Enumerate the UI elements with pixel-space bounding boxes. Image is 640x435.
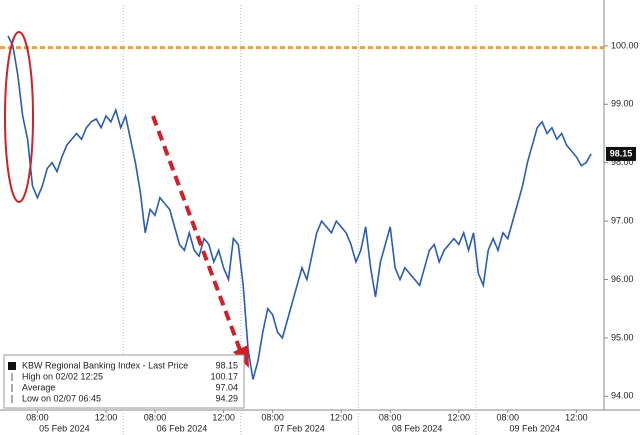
x-group-label: 07 Feb 2024 (274, 423, 325, 433)
x-tick-label: 12:00 (95, 412, 118, 422)
legend-value: 100.17 (210, 371, 238, 381)
x-tick-label: 08:00 (26, 412, 49, 422)
x-group-label: 08 Feb 2024 (392, 423, 443, 433)
legend-value: 94.29 (215, 393, 238, 403)
x-group-label: 09 Feb 2024 (509, 423, 560, 433)
legend-swatch (8, 362, 16, 370)
y-tick-label: 98.00 (611, 157, 634, 167)
y-tick-label: 97.00 (611, 215, 634, 225)
price-line (7, 35, 592, 380)
x-tick-label: 12:00 (565, 412, 588, 422)
y-tick-label: 95.00 (611, 332, 634, 342)
y-tick-label: 94.00 (611, 391, 634, 401)
x-group-label: 06 Feb 2024 (157, 423, 208, 433)
legend-value: 97.04 (215, 382, 238, 392)
x-tick-label: 08:00 (144, 412, 167, 422)
last-price-label: 98.15 (610, 148, 633, 158)
legend-label: Low on 02/07 06:45 (22, 393, 101, 403)
x-tick-label: 08:00 (497, 412, 520, 422)
x-tick-label: 12:00 (330, 412, 353, 422)
annotation-arrow (151, 115, 242, 351)
x-tick-label: 08:00 (379, 412, 402, 422)
y-tick-label: 96.00 (611, 274, 634, 284)
x-tick-label: 12:00 (212, 412, 235, 422)
legend-value: 98.15 (215, 360, 238, 370)
y-tick-label: 99.00 (611, 99, 634, 109)
legend: KBW Regional Banking Index - Last Price 9… (3, 354, 245, 409)
legend-label: KBW Regional Banking Index - Last Price (22, 360, 188, 370)
x-tick-label: 12:00 (448, 412, 471, 422)
x-tick-label: 08:00 (261, 412, 284, 422)
legend-box (3, 354, 245, 409)
x-group-label: 05 Feb 2024 (39, 423, 90, 433)
last-price-tag (606, 146, 636, 161)
legend-label: High on 02/02 12:25 (22, 371, 103, 381)
legend-label: Average (22, 382, 55, 392)
y-tick-label: 100.00 (611, 40, 639, 50)
annotation-ellipse (4, 31, 34, 203)
